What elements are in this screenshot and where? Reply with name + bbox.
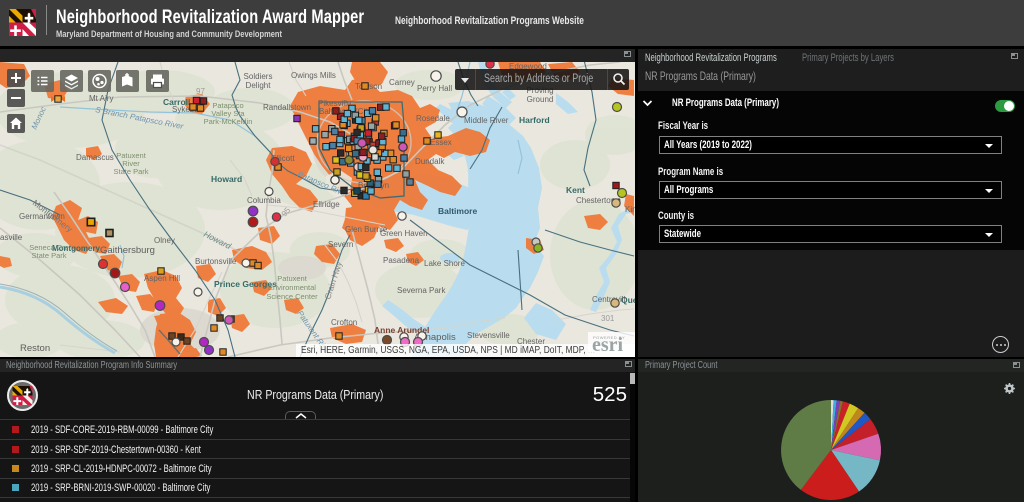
svg-text:River: River bbox=[122, 159, 140, 168]
svg-text:Montgomery: Montgomery bbox=[52, 244, 101, 253]
svg-text:Chester: Chester bbox=[517, 337, 545, 346]
svg-text:Kin: Kin bbox=[625, 205, 635, 214]
svg-text:Ellicott: Ellicott bbox=[271, 154, 295, 163]
svg-text:Green Haven: Green Haven bbox=[380, 229, 428, 238]
svg-text:Damascus: Damascus bbox=[76, 153, 114, 162]
svg-text:Essex: Essex bbox=[430, 138, 452, 147]
svg-text:Randallstown: Randallstown bbox=[263, 103, 311, 112]
svg-text:Stevensville: Stevensville bbox=[467, 331, 510, 340]
svg-text:Chestertown: Chestertown bbox=[576, 196, 621, 205]
svg-text:State Park: State Park bbox=[31, 251, 66, 260]
svg-text:Environmental: Environmental bbox=[268, 283, 316, 292]
svg-text:Ellridge: Ellridge bbox=[313, 200, 340, 209]
svg-text:Aspen Hill: Aspen Hill bbox=[144, 274, 180, 283]
svg-text:asville: asville bbox=[0, 233, 23, 242]
svg-text:Owings Mills: Owings Mills bbox=[291, 71, 336, 80]
svg-text:Crofton: Crofton bbox=[331, 318, 357, 327]
svg-text:Perry Hall: Perry Hall bbox=[417, 84, 452, 93]
svg-text:Edgewood: Edgewood bbox=[509, 62, 547, 71]
svg-text:Kent: Kent bbox=[566, 185, 585, 195]
svg-text:Carroll: Carroll bbox=[163, 97, 190, 107]
svg-text:Carney: Carney bbox=[389, 78, 415, 87]
svg-text:Mt Airy: Mt Airy bbox=[89, 94, 113, 103]
svg-text:Baltimore: Baltimore bbox=[438, 206, 477, 216]
svg-text:Soldiers: Soldiers bbox=[244, 72, 273, 81]
svg-text:Delight: Delight bbox=[246, 81, 272, 90]
svg-text:Seneca Cre: Seneca Cre bbox=[29, 243, 69, 252]
svg-text:97: 97 bbox=[196, 87, 205, 96]
svg-text:State Park: State Park bbox=[113, 167, 148, 176]
svg-text:Ground: Ground bbox=[527, 95, 554, 104]
svg-text:Patuxent: Patuxent bbox=[277, 274, 308, 283]
svg-text:Sykesv: Sykesv bbox=[172, 105, 198, 114]
svg-text:Centrevill: Centrevill bbox=[592, 295, 626, 304]
svg-text:Severna Park: Severna Park bbox=[397, 286, 446, 295]
svg-text:Harford: Harford bbox=[519, 115, 550, 125]
svg-text:Howard: Howard bbox=[202, 229, 233, 251]
svg-text:Lake Shore: Lake Shore bbox=[424, 259, 465, 268]
svg-text:Gaithersburg: Gaithersburg bbox=[100, 245, 155, 256]
svg-text:Rosedale: Rosedale bbox=[416, 114, 450, 123]
svg-text:Patuxent: Patuxent bbox=[116, 151, 147, 160]
svg-text:Pikesville: Pikesville bbox=[318, 99, 352, 108]
svg-text:Proving: Proving bbox=[526, 86, 553, 95]
svg-text:301: 301 bbox=[601, 314, 615, 323]
svg-text:Annapolis: Annapolis bbox=[414, 332, 456, 343]
svg-text:Anne Arundel: Anne Arundel bbox=[374, 325, 429, 335]
svg-text:Park-McKeldin: Park-McKeldin bbox=[204, 117, 253, 126]
svg-text:Burtonsville: Burtonsville bbox=[195, 257, 237, 266]
svg-text:Columbia: Columbia bbox=[247, 196, 281, 205]
svg-text:Olney: Olney bbox=[154, 236, 175, 245]
svg-text:Middle River: Middle River bbox=[464, 116, 509, 125]
svg-text:Germantown: Germantown bbox=[19, 212, 65, 221]
svg-text:Queen A: Queen A bbox=[621, 295, 635, 305]
svg-text:Valley Sta: Valley Sta bbox=[211, 109, 245, 118]
svg-text:Dundalk: Dundalk bbox=[415, 157, 445, 166]
svg-text:Severn: Severn bbox=[328, 240, 353, 249]
svg-text:Prince Georges: Prince Georges bbox=[214, 279, 277, 289]
svg-text:Science Center: Science Center bbox=[266, 292, 318, 301]
svg-text:Glen Burnie: Glen Burnie bbox=[345, 225, 388, 234]
svg-text:Pasadena: Pasadena bbox=[383, 256, 420, 265]
svg-text:Patapsco: Patapsco bbox=[212, 101, 243, 110]
svg-text:Howard: Howard bbox=[211, 174, 242, 184]
svg-text:Reston: Reston bbox=[20, 343, 50, 354]
